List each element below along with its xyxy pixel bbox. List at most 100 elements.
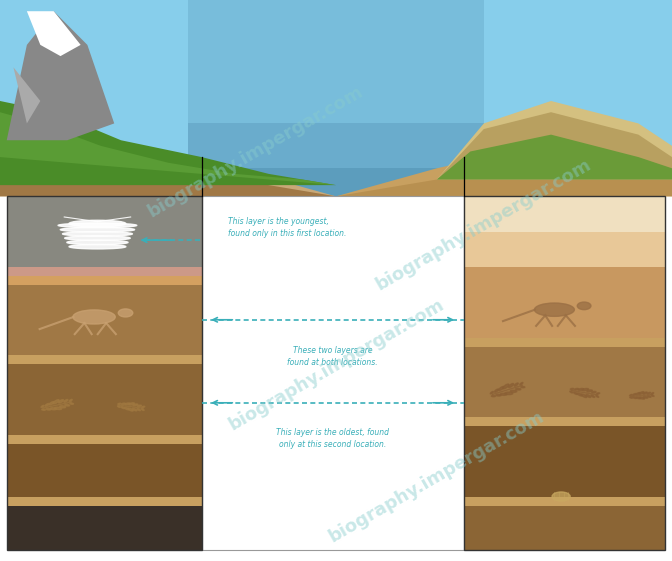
Ellipse shape [46,408,51,410]
Ellipse shape [596,396,599,397]
Ellipse shape [577,393,582,396]
Bar [464,232,665,267]
Polygon shape [7,11,114,140]
Ellipse shape [643,397,648,398]
Ellipse shape [70,403,73,404]
Bar [0,0,672,196]
Text: biography.impergar.com: biography.impergar.com [225,296,447,434]
Ellipse shape [586,394,591,397]
Ellipse shape [41,406,44,407]
Ellipse shape [630,394,632,396]
Ellipse shape [647,396,651,397]
Polygon shape [0,101,336,185]
Ellipse shape [597,393,599,394]
Ellipse shape [520,383,523,385]
Ellipse shape [491,392,493,394]
Bar [188,0,484,196]
Bar [7,435,202,444]
Ellipse shape [58,399,63,403]
Ellipse shape [574,392,577,394]
Polygon shape [0,112,336,185]
Ellipse shape [501,393,507,396]
Ellipse shape [570,391,573,393]
Ellipse shape [54,407,62,410]
Ellipse shape [60,227,134,232]
Ellipse shape [515,388,521,390]
Polygon shape [336,157,672,196]
Polygon shape [0,157,336,196]
Bar [7,196,202,550]
Text: biography.impergar.com: biography.impergar.com [373,155,595,293]
Bar [464,196,665,550]
Ellipse shape [137,405,141,407]
Bar [7,364,202,435]
Ellipse shape [65,404,70,406]
Ellipse shape [552,492,570,501]
Ellipse shape [142,406,144,407]
Ellipse shape [495,389,499,392]
Bar [202,196,464,550]
Bar [7,276,202,285]
Bar [7,356,202,364]
Ellipse shape [124,407,129,410]
Ellipse shape [639,392,644,394]
Ellipse shape [578,388,583,390]
Ellipse shape [69,245,126,249]
Polygon shape [336,146,672,196]
Bar [188,0,484,123]
Text: These two layers are
found at both locations.: These two layers are found at both locat… [288,346,378,367]
Ellipse shape [571,388,574,389]
Ellipse shape [633,394,636,396]
Ellipse shape [69,220,126,227]
Ellipse shape [651,393,654,394]
Ellipse shape [581,394,587,398]
Ellipse shape [534,303,575,316]
Ellipse shape [630,397,632,398]
Ellipse shape [651,396,654,397]
Ellipse shape [582,388,589,391]
Ellipse shape [118,309,133,317]
Ellipse shape [141,409,144,411]
Ellipse shape [67,240,128,245]
Ellipse shape [122,403,126,404]
Ellipse shape [514,383,518,386]
Ellipse shape [633,397,636,398]
Bar [7,285,202,356]
Ellipse shape [643,392,647,394]
Polygon shape [27,11,81,56]
Text: biography.impergar.com: biography.impergar.com [326,408,548,546]
Ellipse shape [50,408,56,410]
Ellipse shape [62,232,132,236]
Text: This layer is the oldest, found
only at this second location.: This layer is the oldest, found only at … [276,428,389,449]
Bar [7,497,202,505]
Bar [464,196,665,232]
Ellipse shape [491,396,495,397]
Bar [464,338,665,347]
Ellipse shape [591,395,595,397]
Ellipse shape [73,310,116,324]
Text: biography.impergar.com: biography.impergar.com [144,82,366,220]
Ellipse shape [577,302,591,310]
Ellipse shape [125,403,130,405]
Bar [188,168,484,196]
Ellipse shape [133,404,138,406]
Ellipse shape [137,408,140,411]
Ellipse shape [121,407,124,408]
Ellipse shape [69,399,72,402]
Ellipse shape [636,393,640,395]
Bar [464,417,665,426]
Ellipse shape [510,390,517,392]
Ellipse shape [60,406,66,408]
Ellipse shape [509,384,513,388]
Bar [7,505,202,550]
Bar [7,267,202,276]
Ellipse shape [58,223,137,228]
Ellipse shape [132,408,137,411]
Bar [7,196,202,267]
Bar [464,347,665,417]
Ellipse shape [647,392,650,394]
Bar [464,505,665,550]
Ellipse shape [503,384,509,389]
Ellipse shape [42,409,45,410]
Ellipse shape [591,392,596,393]
